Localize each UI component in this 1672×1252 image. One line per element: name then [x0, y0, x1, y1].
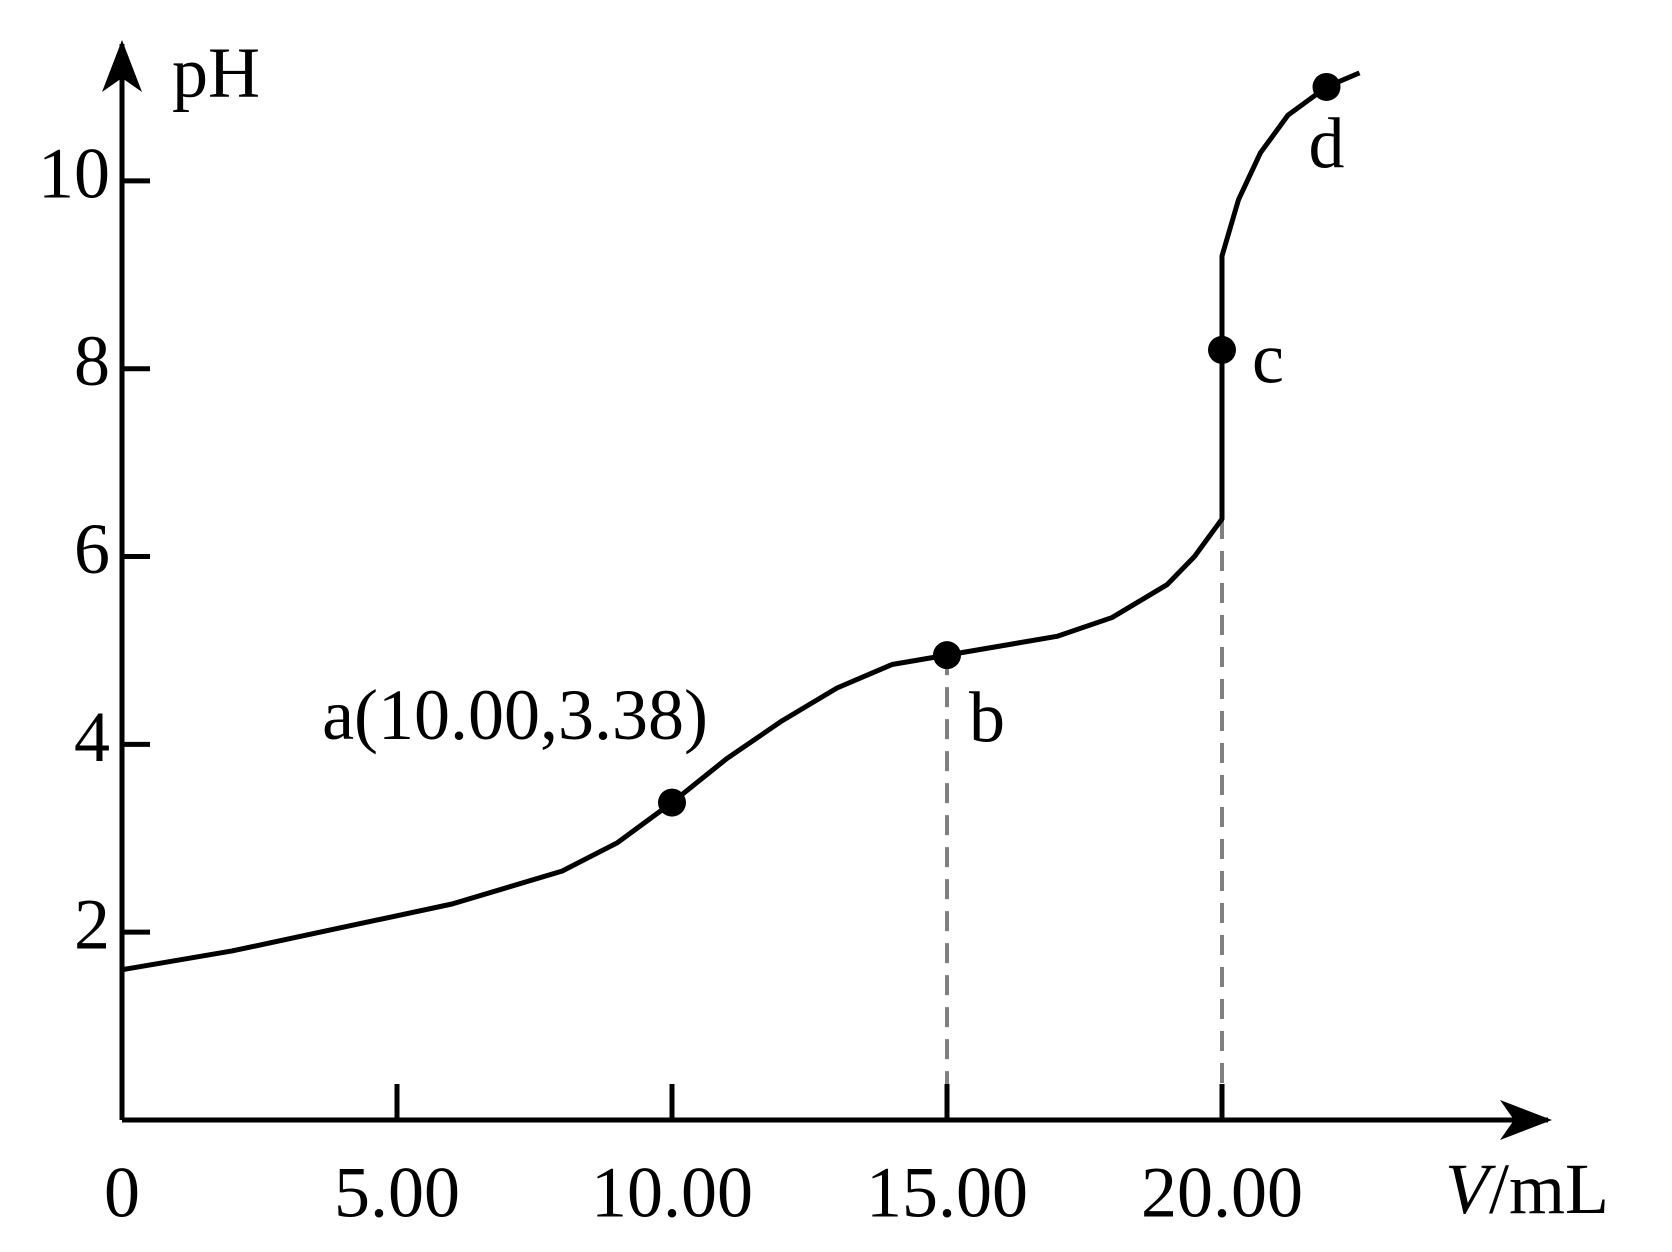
y-tick-label: 8: [74, 321, 110, 401]
point: [1208, 335, 1236, 364]
x-label-variable: V: [1445, 1149, 1496, 1229]
curve: [121, 70, 1361, 973]
x-tick-label: 0: [104, 1153, 140, 1233]
x-axis-label: V/mL: [1445, 1149, 1609, 1229]
point-label: b: [969, 678, 1005, 758]
y-axis-label: pH: [172, 33, 260, 113]
point: [1312, 72, 1341, 101]
point-label: a(10.00,3.38): [322, 675, 708, 755]
x-label-unit: /mL: [1489, 1149, 1609, 1229]
point-label: c: [1252, 318, 1284, 398]
x-tick-label: 10.00: [591, 1153, 753, 1233]
x-tick-label: 5.00: [334, 1153, 460, 1233]
y-tick-label: 2: [74, 885, 110, 965]
point: [658, 788, 686, 817]
y-tick-label: 4: [74, 697, 110, 777]
y-axis-arrow: [102, 40, 142, 92]
x-tick-label: 20.00: [1141, 1153, 1303, 1233]
x-tick-label: 15.00: [866, 1153, 1028, 1233]
y-tick-label: 10: [38, 133, 110, 213]
point: [933, 641, 961, 670]
point-label: d: [1309, 103, 1345, 183]
x-axis-arrow: [1500, 1100, 1552, 1140]
y-tick-label: 6: [74, 509, 110, 589]
